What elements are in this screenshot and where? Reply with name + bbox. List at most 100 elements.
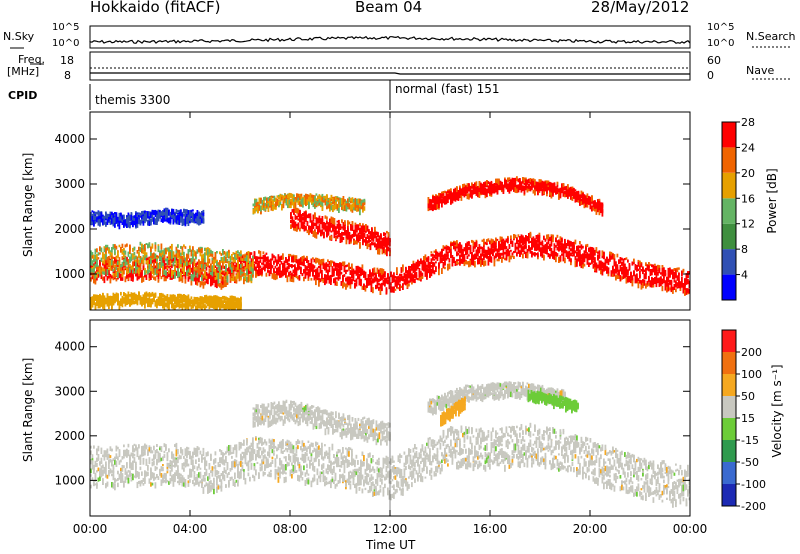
range-cell (327, 259, 329, 263)
range-cell (269, 200, 271, 206)
range-cell (549, 191, 551, 196)
range-cell (366, 278, 368, 283)
range-cell (169, 260, 172, 267)
range-cell (381, 245, 384, 251)
range-cell (298, 265, 301, 270)
range-cell (279, 196, 282, 202)
range-cell (463, 249, 466, 252)
freq-trace (90, 72, 690, 75)
range-cell (553, 243, 556, 247)
range-cell (468, 193, 470, 200)
range-cell (535, 181, 538, 185)
range-cell (433, 258, 436, 261)
range-cell (145, 257, 148, 263)
range-cell (558, 243, 560, 246)
range-cell (317, 218, 319, 224)
range-cell (123, 249, 125, 253)
range-cell (441, 201, 443, 208)
range-cell (528, 233, 530, 239)
range-cell (427, 257, 430, 261)
range-cell (478, 181, 481, 188)
range-cell (492, 184, 494, 191)
range-cell (270, 264, 272, 269)
range-cell (453, 189, 455, 196)
range-cell (511, 186, 514, 190)
range-cell (303, 197, 306, 203)
range-cell (532, 180, 535, 186)
range-cell (462, 251, 464, 255)
range-cell (396, 276, 398, 280)
range-cell (522, 235, 524, 240)
range-cell (219, 251, 221, 255)
range-cell (634, 274, 637, 281)
range-cell (93, 211, 95, 215)
range-cell (285, 273, 287, 278)
range-cell (598, 198, 601, 201)
range-cell (495, 237, 497, 243)
range-cell (183, 213, 185, 217)
range-cell (103, 246, 106, 249)
range-cell (649, 271, 652, 276)
range-cell (528, 233, 530, 236)
range-cell (293, 210, 295, 215)
range-cell (238, 264, 241, 271)
range-cell (334, 262, 337, 267)
range-cell (468, 261, 470, 268)
range-cell (281, 204, 283, 211)
range-cell (160, 249, 163, 256)
range-cell (240, 275, 242, 279)
range-cell (523, 177, 526, 181)
range-cell (264, 205, 267, 210)
range-cell (661, 265, 664, 268)
range-cell (682, 288, 685, 294)
range-cell (121, 256, 124, 261)
range-cell (513, 184, 515, 189)
range-cell (424, 270, 427, 277)
range-cell (220, 280, 223, 284)
range-cell (162, 212, 164, 216)
range-cell (202, 212, 205, 216)
range-cell (286, 266, 289, 273)
range-cell (474, 253, 476, 257)
range-cell (547, 253, 550, 258)
range-cell (171, 250, 173, 255)
range-cell (124, 244, 127, 248)
range-cell (519, 241, 521, 248)
range-cell (118, 262, 121, 269)
range-cell (642, 267, 644, 275)
range-cell (193, 219, 196, 222)
range-cell (397, 287, 400, 290)
range-cell (270, 267, 272, 275)
range-cell (373, 267, 376, 273)
range-cell (483, 253, 485, 261)
range-cell (99, 267, 101, 274)
range-cell (399, 273, 401, 276)
range-cell (618, 275, 620, 279)
range-cell (192, 259, 194, 267)
range-cell (235, 277, 238, 284)
range-cell (362, 239, 364, 246)
range-cell (541, 253, 544, 258)
range-cell (538, 241, 541, 245)
range-cell (289, 264, 292, 267)
range-cell (247, 264, 250, 270)
range-cell (438, 199, 440, 207)
range-cell (293, 222, 295, 229)
range-cell (381, 268, 383, 274)
range-cell (462, 258, 464, 264)
range-cell (591, 205, 593, 212)
range-cell (234, 258, 236, 263)
range-cell (106, 269, 109, 276)
range-cell (574, 196, 577, 203)
range-cell (305, 202, 307, 206)
range-cell (499, 254, 502, 259)
range-cell (567, 239, 569, 245)
range-cell (619, 264, 622, 272)
range-cell (328, 261, 331, 265)
range-cell (292, 256, 295, 263)
range-cell (303, 211, 306, 217)
range-cell (336, 235, 339, 239)
range-cell (169, 270, 172, 277)
range-cell (324, 222, 327, 226)
range-cell (246, 263, 248, 269)
